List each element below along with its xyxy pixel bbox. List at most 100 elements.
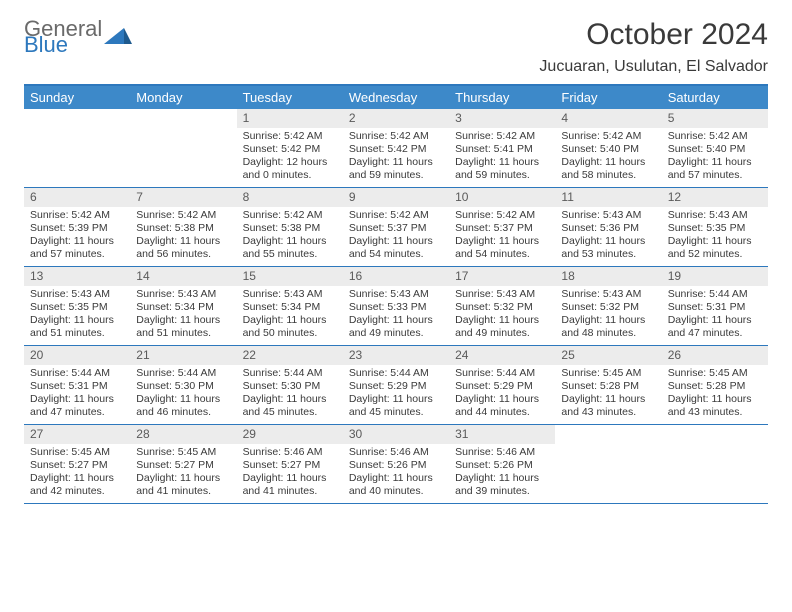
day-body: Sunrise: 5:42 AMSunset: 5:40 PMDaylight:… xyxy=(662,128,768,187)
day-info-line: and 43 minutes. xyxy=(561,406,655,419)
day-number: 13 xyxy=(24,267,130,286)
day-info-line: Daylight: 11 hours xyxy=(243,393,337,406)
day-info-line: Daylight: 11 hours xyxy=(30,393,124,406)
day-info-line: Sunrise: 5:42 AM xyxy=(243,209,337,222)
day-info-line: Daylight: 11 hours xyxy=(349,314,443,327)
day-body: Sunrise: 5:44 AMSunset: 5:30 PMDaylight:… xyxy=(130,365,236,424)
day-number: 22 xyxy=(237,346,343,365)
day-number: 14 xyxy=(130,267,236,286)
day-body: Sunrise: 5:44 AMSunset: 5:29 PMDaylight:… xyxy=(343,365,449,424)
day-number: 5 xyxy=(662,109,768,128)
day-cell: 5Sunrise: 5:42 AMSunset: 5:40 PMDaylight… xyxy=(662,109,768,187)
logo-triangle-icon xyxy=(104,24,132,51)
day-info-line: Daylight: 11 hours xyxy=(30,235,124,248)
day-info-line: Sunrise: 5:43 AM xyxy=(243,288,337,301)
day-cell: . xyxy=(130,109,236,187)
day-number: 12 xyxy=(662,188,768,207)
weekday-header: Tuesday xyxy=(237,86,343,109)
day-info-line: and 57 minutes. xyxy=(30,248,124,261)
day-info-line: Sunset: 5:36 PM xyxy=(561,222,655,235)
day-body: Sunrise: 5:46 AMSunset: 5:26 PMDaylight:… xyxy=(343,444,449,503)
calendar-grid: SundayMondayTuesdayWednesdayThursdayFrid… xyxy=(24,84,768,504)
day-number: 31 xyxy=(449,425,555,444)
day-body: Sunrise: 5:45 AMSunset: 5:28 PMDaylight:… xyxy=(662,365,768,424)
day-number: 7 xyxy=(130,188,236,207)
weekday-header-row: SundayMondayTuesdayWednesdayThursdayFrid… xyxy=(24,86,768,109)
day-number: 27 xyxy=(24,425,130,444)
day-info-line: Daylight: 11 hours xyxy=(136,235,230,248)
day-info-line: Sunrise: 5:43 AM xyxy=(668,209,762,222)
day-info-line: and 50 minutes. xyxy=(243,327,337,340)
day-cell: 2Sunrise: 5:42 AMSunset: 5:42 PMDaylight… xyxy=(343,109,449,187)
day-info-line: Sunset: 5:31 PM xyxy=(668,301,762,314)
day-cell: 4Sunrise: 5:42 AMSunset: 5:40 PMDaylight… xyxy=(555,109,661,187)
day-info-line: Sunrise: 5:46 AM xyxy=(243,446,337,459)
day-info-line: Sunset: 5:42 PM xyxy=(243,143,337,156)
day-body: Sunrise: 5:42 AMSunset: 5:39 PMDaylight:… xyxy=(24,207,130,266)
day-number: 28 xyxy=(130,425,236,444)
day-body: Sunrise: 5:43 AMSunset: 5:33 PMDaylight:… xyxy=(343,286,449,345)
weekday-header: Saturday xyxy=(662,86,768,109)
day-cell: 23Sunrise: 5:44 AMSunset: 5:29 PMDayligh… xyxy=(343,346,449,424)
day-body: Sunrise: 5:43 AMSunset: 5:36 PMDaylight:… xyxy=(555,207,661,266)
day-info-line: Daylight: 11 hours xyxy=(349,156,443,169)
day-cell: 22Sunrise: 5:44 AMSunset: 5:30 PMDayligh… xyxy=(237,346,343,424)
day-cell: 25Sunrise: 5:45 AMSunset: 5:28 PMDayligh… xyxy=(555,346,661,424)
day-info-line: Sunrise: 5:42 AM xyxy=(561,130,655,143)
day-info-line: and 58 minutes. xyxy=(561,169,655,182)
day-info-line: Sunrise: 5:42 AM xyxy=(349,209,443,222)
day-info-line: Sunset: 5:26 PM xyxy=(349,459,443,472)
weekday-header: Wednesday xyxy=(343,86,449,109)
day-cell: 20Sunrise: 5:44 AMSunset: 5:31 PMDayligh… xyxy=(24,346,130,424)
day-info-line: and 48 minutes. xyxy=(561,327,655,340)
weekday-header: Thursday xyxy=(449,86,555,109)
day-info-line: Sunrise: 5:42 AM xyxy=(30,209,124,222)
day-body: Sunrise: 5:42 AMSunset: 5:42 PMDaylight:… xyxy=(343,128,449,187)
calendar-page: General Blue October 2024 Jucuaran, Usul… xyxy=(0,0,792,522)
day-info-line: Daylight: 11 hours xyxy=(349,235,443,248)
day-cell: 13Sunrise: 5:43 AMSunset: 5:35 PMDayligh… xyxy=(24,267,130,345)
day-info-line: Sunset: 5:30 PM xyxy=(243,380,337,393)
day-info-line: Sunset: 5:38 PM xyxy=(136,222,230,235)
day-info-line: and 51 minutes. xyxy=(136,327,230,340)
day-body: Sunrise: 5:42 AMSunset: 5:41 PMDaylight:… xyxy=(449,128,555,187)
day-number: 30 xyxy=(343,425,449,444)
day-cell: 12Sunrise: 5:43 AMSunset: 5:35 PMDayligh… xyxy=(662,188,768,266)
day-body: Sunrise: 5:45 AMSunset: 5:28 PMDaylight:… xyxy=(555,365,661,424)
day-info-line: Sunrise: 5:43 AM xyxy=(349,288,443,301)
week-row: 13Sunrise: 5:43 AMSunset: 5:35 PMDayligh… xyxy=(24,267,768,346)
day-info-line: Sunrise: 5:43 AM xyxy=(561,209,655,222)
day-body: Sunrise: 5:42 AMSunset: 5:40 PMDaylight:… xyxy=(555,128,661,187)
day-number: 24 xyxy=(449,346,555,365)
day-body: Sunrise: 5:42 AMSunset: 5:37 PMDaylight:… xyxy=(343,207,449,266)
day-info-line: and 55 minutes. xyxy=(243,248,337,261)
day-info-line: and 57 minutes. xyxy=(668,169,762,182)
day-number: 10 xyxy=(449,188,555,207)
day-info-line: Sunset: 5:31 PM xyxy=(30,380,124,393)
day-info-line: Sunrise: 5:46 AM xyxy=(349,446,443,459)
day-info-line: Sunset: 5:37 PM xyxy=(455,222,549,235)
day-number: 18 xyxy=(555,267,661,286)
day-info-line: and 53 minutes. xyxy=(561,248,655,261)
day-body: Sunrise: 5:44 AMSunset: 5:30 PMDaylight:… xyxy=(237,365,343,424)
day-info-line: Sunrise: 5:44 AM xyxy=(668,288,762,301)
day-info-line: and 49 minutes. xyxy=(455,327,549,340)
day-info-line: Daylight: 11 hours xyxy=(668,156,762,169)
day-info-line: Sunrise: 5:43 AM xyxy=(136,288,230,301)
logo: General Blue xyxy=(24,18,132,56)
day-info-line: Daylight: 11 hours xyxy=(668,314,762,327)
day-cell: 26Sunrise: 5:45 AMSunset: 5:28 PMDayligh… xyxy=(662,346,768,424)
day-info-line: Daylight: 11 hours xyxy=(136,472,230,485)
day-body: Sunrise: 5:43 AMSunset: 5:35 PMDaylight:… xyxy=(24,286,130,345)
day-number: 25 xyxy=(555,346,661,365)
day-body: Sunrise: 5:43 AMSunset: 5:32 PMDaylight:… xyxy=(555,286,661,345)
day-cell: 18Sunrise: 5:43 AMSunset: 5:32 PMDayligh… xyxy=(555,267,661,345)
day-number: 21 xyxy=(130,346,236,365)
day-info-line: Sunrise: 5:45 AM xyxy=(30,446,124,459)
day-number: 4 xyxy=(555,109,661,128)
day-cell: 21Sunrise: 5:44 AMSunset: 5:30 PMDayligh… xyxy=(130,346,236,424)
weekday-header: Monday xyxy=(130,86,236,109)
day-number: 19 xyxy=(662,267,768,286)
week-row: 27Sunrise: 5:45 AMSunset: 5:27 PMDayligh… xyxy=(24,425,768,504)
day-number: 29 xyxy=(237,425,343,444)
